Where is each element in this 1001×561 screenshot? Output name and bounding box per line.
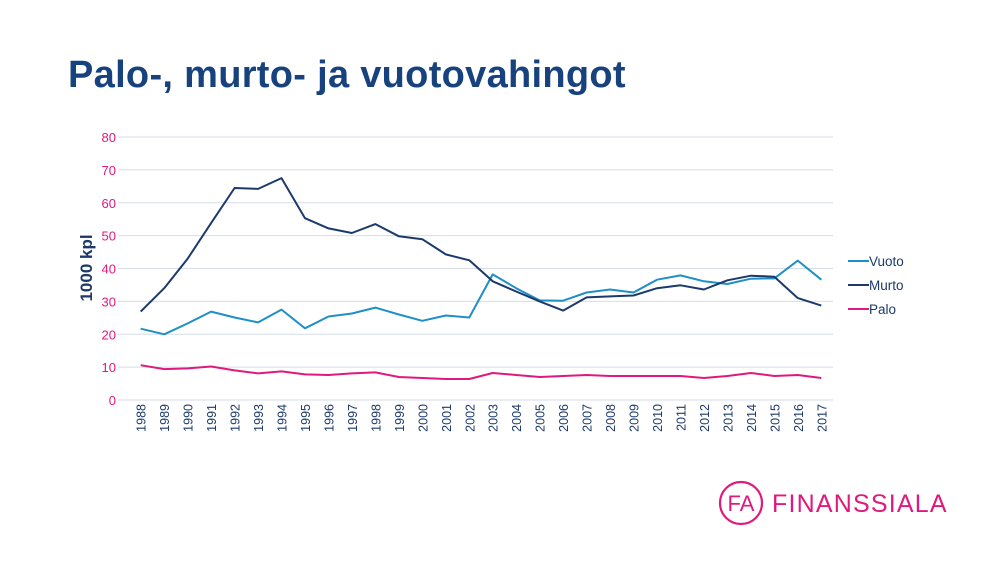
x-tick-label: 2011 xyxy=(674,404,688,431)
x-tick-label: 2010 xyxy=(651,404,665,432)
x-tick-label: 2004 xyxy=(510,404,524,432)
y-tick-label: 30 xyxy=(102,294,116,309)
x-tick-label: 1997 xyxy=(346,404,360,432)
x-tick-label: 1999 xyxy=(393,404,407,432)
y-tick-label: 0 xyxy=(109,393,116,408)
finanssiala-logo: FA FINANSSIALA xyxy=(718,480,948,526)
page-title: Palo-, murto- ja vuotovahingot xyxy=(68,54,626,96)
x-tick-label: 2009 xyxy=(628,404,642,432)
x-tick-label: 2005 xyxy=(534,404,548,432)
legend-label: Vuoto xyxy=(869,254,904,269)
series-line-vuoto xyxy=(140,259,822,336)
x-tick-label: 2017 xyxy=(815,404,829,432)
x-tick-label: 2015 xyxy=(768,404,782,432)
grid-lines xyxy=(118,136,833,401)
series-lines xyxy=(139,177,822,380)
x-tick-label: 1992 xyxy=(229,404,243,432)
series-line-murto xyxy=(139,177,822,313)
y-tick-labels: 0 10 20 30 40 50 60 70 80 xyxy=(102,130,116,408)
logo-mark: FA xyxy=(728,491,755,516)
y-tick-label: 60 xyxy=(102,196,116,211)
x-tick-label: 2016 xyxy=(792,404,806,432)
legend: Vuoto Murto Palo xyxy=(848,254,904,317)
x-tick-label: 1998 xyxy=(369,404,383,432)
x-tick-label: 2006 xyxy=(557,404,571,432)
logo-text: FINANSSIALA xyxy=(772,490,948,518)
x-tick-label: 2008 xyxy=(604,404,618,432)
y-tick-label: 80 xyxy=(102,130,116,145)
y-tick-label: 50 xyxy=(102,229,116,244)
y-tick-label: 40 xyxy=(102,262,116,277)
y-tick-label: 10 xyxy=(102,360,116,375)
x-tick-label: 2003 xyxy=(487,404,501,432)
x-tick-label: 2013 xyxy=(721,404,735,432)
x-tick-label: 1994 xyxy=(276,404,290,432)
y-tick-label: 70 xyxy=(102,163,116,178)
x-tick-label: 2012 xyxy=(698,404,712,432)
x-tick-label: 1995 xyxy=(299,404,313,432)
x-tick-label: 2002 xyxy=(463,404,477,432)
x-tick-label: 1990 xyxy=(182,404,196,432)
x-tick-label: 2014 xyxy=(745,404,759,432)
x-tick-label: 1996 xyxy=(322,404,336,432)
series-line-palo xyxy=(140,364,822,380)
x-tick-label: 1989 xyxy=(158,404,172,432)
x-tick-label: 1991 xyxy=(205,404,219,432)
x-tick-labels: 1988 1989 1990 1991 1992 1993 1994 1995 1996 1997… xyxy=(135,404,830,432)
x-tick-label: 2000 xyxy=(416,404,430,432)
logo-circle-icon xyxy=(718,480,764,526)
y-axis-label: 1000 kpl xyxy=(77,234,96,301)
x-tick-label: 1993 xyxy=(252,404,266,432)
y-tick-label: 20 xyxy=(102,327,116,342)
x-tick-label: 1988 xyxy=(135,404,149,432)
legend-label: Palo xyxy=(869,302,896,317)
x-tick-label: 2007 xyxy=(581,404,595,432)
x-tick-label: 2001 xyxy=(440,404,454,432)
legend-label: Murto xyxy=(869,278,904,293)
